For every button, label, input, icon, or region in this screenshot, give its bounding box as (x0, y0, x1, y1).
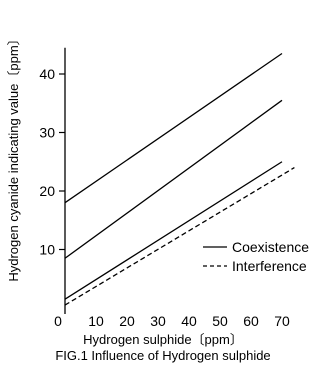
series-line-coexistence-2 (64, 99, 283, 259)
series-line-coexistence-3 (64, 161, 283, 300)
x-ticks: 0 10 20 30 40 50 60 70 (54, 313, 290, 329)
y-axis-title: Hydrogen cyanide indicating value〔ppm〕 (6, 32, 21, 281)
legend-label-interference: Interference (232, 258, 307, 274)
x-tick-label: 50 (212, 313, 228, 329)
x-tick-label: 60 (243, 313, 259, 329)
series-group (64, 52, 295, 306)
x-tick-label: 40 (181, 313, 197, 329)
x-tick-label: 0 (54, 313, 62, 329)
series-line-interference (64, 167, 295, 306)
legend: Coexistence Interference (203, 239, 309, 274)
y-tick-label: 40 (39, 66, 55, 82)
y-tick-label: 30 (39, 125, 55, 141)
x-tick-label: 30 (150, 313, 166, 329)
x-tick-label: 70 (274, 313, 290, 329)
chart-title: FIG.1 Influence of Hydrogen sulphide (55, 348, 270, 363)
y-tick-label: 10 (39, 242, 55, 258)
y-ticks: 10 20 30 40 (39, 66, 65, 258)
x-tick-label: 10 (88, 313, 104, 329)
x-tick-label: 20 (119, 313, 135, 329)
legend-label-coexistence: Coexistence (232, 239, 309, 255)
y-tick-label: 20 (39, 183, 55, 199)
series-line-coexistence-1 (64, 52, 283, 204)
x-axis-title: Hydrogen sulphide〔ppm〕 (83, 332, 243, 347)
